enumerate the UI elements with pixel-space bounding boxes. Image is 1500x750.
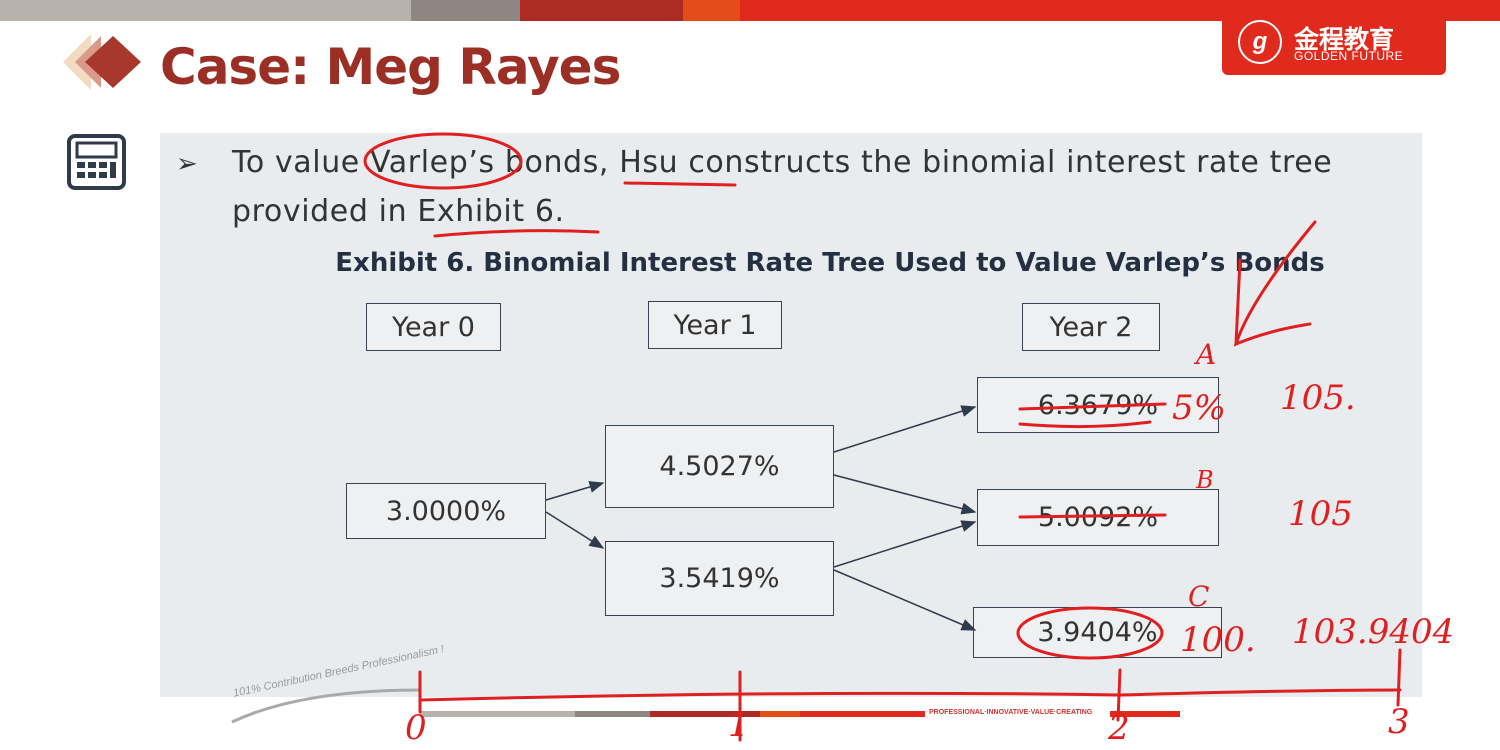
bullet-arrow-icon: ➢ [176,148,198,178]
node-year1-down: 3.5419% [605,541,834,616]
value-a: 105. [1280,378,1356,418]
diamond-icon [63,34,141,90]
note-c: 100. [1180,620,1256,660]
timeline-2: 2 [1108,708,1130,748]
node-year0: 3.0000% [346,483,546,539]
arrow [833,474,977,515]
logo-seal-icon: g [1238,20,1282,64]
logo-cn: 金程教育 [1294,26,1395,54]
value-b: 105 [1288,494,1353,534]
label-a: A [1196,338,1217,371]
page-title: Case: Meg Rayes [160,38,621,96]
logo-en: GOLDEN FUTURE [1294,49,1404,63]
node-year1-up: 4.5027% [605,425,834,508]
footer-slogan: PROFESSIONAL·INNOVATIVE·VALUE·CREATING [929,709,1093,716]
logo: g 金程教育 GOLDEN FUTURE [1222,14,1446,75]
bullet-line-1: To value Varlep’s bonds, Hsu constructs … [232,145,1333,180]
arrow [545,481,605,501]
year-1-header: Year 1 [648,301,782,349]
top-bar-segment [411,0,520,21]
calculator-icon [67,134,126,190]
arrow [545,511,605,549]
value-c: 103.9404 [1292,612,1455,652]
arrow [833,405,977,453]
label-c: C [1188,580,1210,613]
handwritten-marks [363,132,1402,742]
top-bar-segment [520,0,683,21]
timeline-3: 3 [1388,702,1410,742]
note-a: 5% [1172,388,1226,428]
top-bar-segment [0,0,411,21]
arrow [833,569,977,631]
arrow [833,520,977,568]
bullet-line-2: provided in Exhibit 6. [232,194,565,229]
year-0-header: Year 0 [366,303,501,351]
node-year2-dd: 3.9404% [973,607,1222,658]
top-bar-segment [683,0,740,21]
exhibit-title: Exhibit 6. Binomial Interest Rate Tree U… [335,248,1325,278]
timeline-0: 0 [405,708,427,748]
label-b: B [1196,466,1214,494]
year-2-header: Year 2 [1022,303,1160,351]
timeline-1: 1 [728,705,750,745]
